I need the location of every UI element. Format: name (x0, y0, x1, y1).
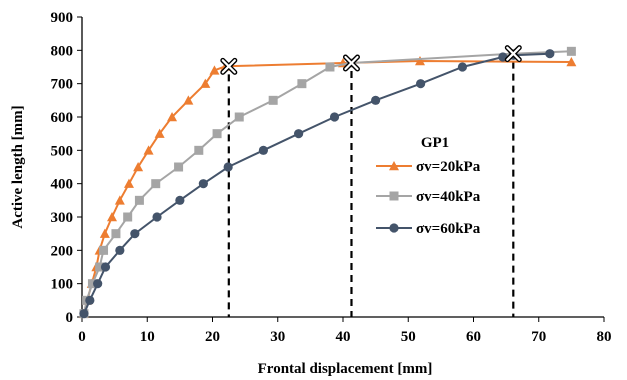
data-point (100, 262, 111, 272)
data-point (325, 62, 335, 72)
x-tick-label: 40 (336, 329, 351, 345)
y-tick-label: 700 (51, 77, 74, 93)
marker-stroke (506, 46, 521, 61)
data-point (198, 179, 208, 189)
threshold-x-marker (220, 57, 238, 75)
legend-item-3: σv=60kPa (376, 221, 481, 237)
y-tick-label: 500 (51, 143, 74, 159)
threshold-x-marker (504, 45, 522, 63)
legend-label: σv=40kPa (416, 189, 481, 205)
data-point (194, 145, 204, 155)
legend-item-1: σv=20kPa (376, 159, 481, 175)
data-point (115, 245, 125, 255)
data-point (183, 95, 194, 105)
x-axis-ticks: 0 10 20 30 40 50 60 70 80 (78, 317, 612, 345)
data-point (167, 112, 178, 122)
threshold-x-marker (342, 54, 360, 72)
legend-item-2: σv=40kPa (376, 189, 481, 205)
data-point (134, 195, 144, 205)
data-point (416, 79, 426, 89)
data-point (371, 95, 381, 105)
y-axis-ticks: 0 100 200 300 400 500 600 700 800 900 (51, 10, 82, 326)
data-point (209, 65, 220, 75)
series-3 (79, 49, 555, 319)
x-tick-label: 30 (270, 329, 285, 345)
data-point (329, 112, 340, 122)
threshold-markers (220, 45, 522, 75)
y-tick-label: 0 (66, 310, 74, 326)
data-point (79, 309, 89, 319)
data-point (297, 79, 307, 89)
legend-swatch-marker (389, 191, 399, 201)
x-tick-label: 60 (466, 329, 481, 345)
data-point (123, 212, 133, 222)
x-tick-label: 50 (401, 329, 416, 345)
data-point (152, 212, 162, 222)
data-point (175, 195, 185, 205)
x-axis-title: Frontal displacement [mm] (258, 361, 433, 377)
data-point (154, 128, 165, 138)
y-tick-label: 200 (51, 243, 74, 259)
marker-stroke (344, 55, 359, 71)
data-point (95, 262, 105, 272)
data-point (107, 212, 118, 222)
y-tick-label: 400 (51, 177, 74, 193)
y-tick-label: 300 (51, 210, 74, 226)
x-tick-label: 70 (531, 329, 546, 345)
y-tick-label: 800 (51, 43, 74, 59)
data-point (87, 279, 97, 289)
legend-items: σv=20kPa σv=40kPa σv=60kPa (376, 159, 481, 237)
data-point (133, 162, 144, 172)
legend-swatch-marker (389, 223, 399, 233)
data-point (123, 178, 134, 188)
y-tick-label: 100 (51, 277, 74, 293)
data-point (99, 228, 110, 238)
data-point (93, 279, 103, 289)
data-point (151, 179, 161, 189)
legend: GP1 σv=20kPa σv=40kPa σv=60kPa (376, 135, 481, 237)
marker-stroke (221, 59, 236, 74)
data-point (457, 62, 468, 72)
legend-label: σv=20kPa (416, 159, 481, 175)
data-point (111, 229, 121, 239)
data-point (200, 78, 211, 88)
y-axis-title: Active length [mm] (10, 105, 26, 228)
data-point (545, 49, 555, 59)
data-point (130, 229, 140, 239)
data-point (223, 162, 233, 172)
data-point (85, 295, 95, 305)
data-point (566, 57, 577, 67)
data-point (258, 145, 268, 155)
data-point (212, 129, 222, 139)
legend-label: σv=60kPa (416, 221, 481, 237)
data-point (414, 56, 425, 66)
threshold-dashed-lines (227, 61, 515, 317)
x-tick-label: 20 (205, 329, 220, 345)
data-point (99, 245, 109, 255)
data-point (234, 112, 244, 122)
y-tick-label: 600 (51, 110, 74, 126)
data-point (174, 162, 184, 172)
legend-title: GP1 (421, 135, 449, 151)
data-point (114, 195, 125, 205)
series-layer (78, 46, 577, 319)
x-tick-label: 80 (597, 329, 612, 345)
x-tick-label: 10 (140, 329, 155, 345)
series-2 (79, 46, 576, 319)
legend-swatch-marker (389, 161, 399, 171)
data-point (268, 95, 278, 105)
x-tick-label: 0 (78, 329, 86, 345)
data-point (566, 46, 576, 56)
y-tick-label: 900 (51, 10, 74, 26)
data-point (143, 145, 154, 155)
data-point (294, 129, 304, 139)
